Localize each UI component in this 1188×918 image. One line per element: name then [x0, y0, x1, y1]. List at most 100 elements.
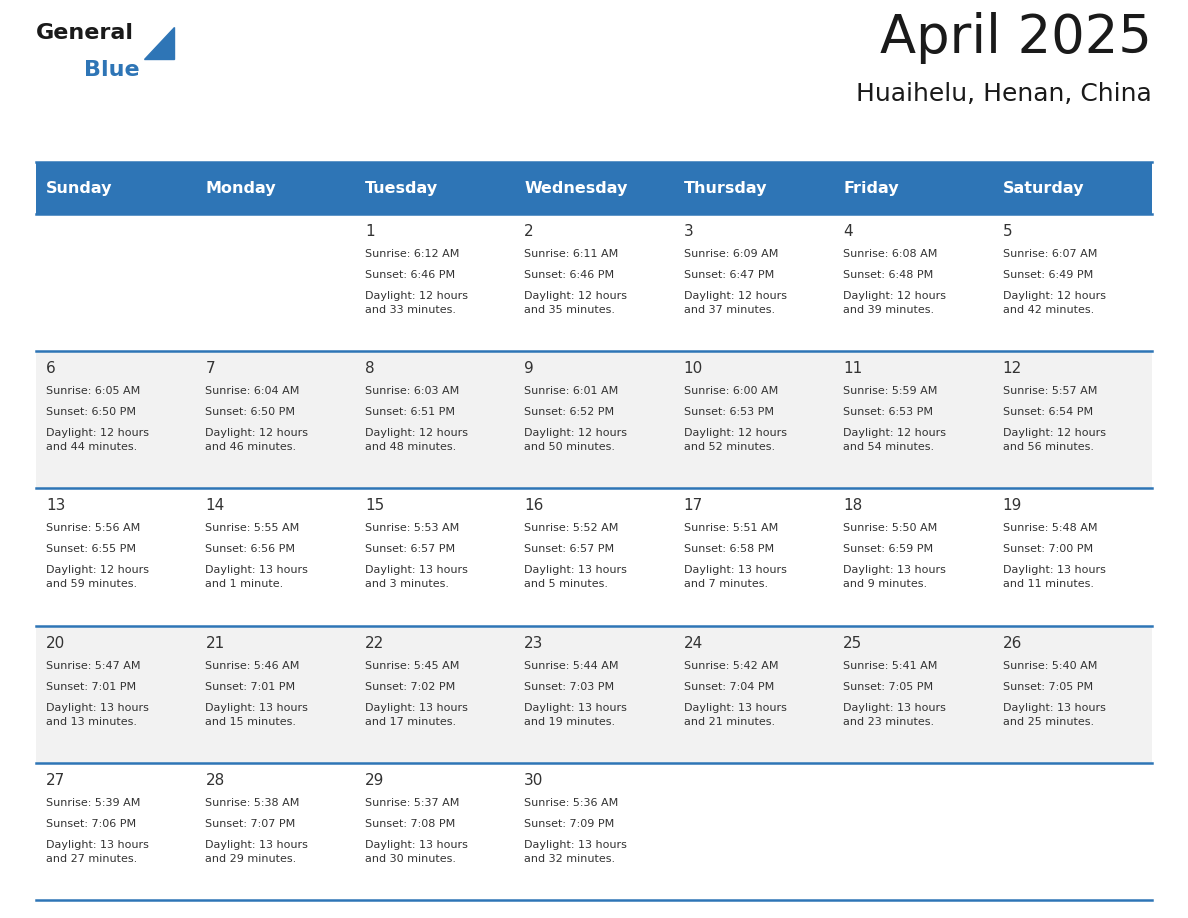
- Text: Daylight: 12 hours
and 35 minutes.: Daylight: 12 hours and 35 minutes.: [524, 291, 627, 315]
- Text: Sunset: 6:47 PM: Sunset: 6:47 PM: [684, 270, 773, 280]
- Text: Daylight: 13 hours
and 32 minutes.: Daylight: 13 hours and 32 minutes.: [524, 840, 627, 864]
- Text: Daylight: 13 hours
and 3 minutes.: Daylight: 13 hours and 3 minutes.: [365, 565, 468, 589]
- Text: Daylight: 13 hours
and 1 minute.: Daylight: 13 hours and 1 minute.: [206, 565, 309, 589]
- Text: Daylight: 12 hours
and 33 minutes.: Daylight: 12 hours and 33 minutes.: [365, 291, 468, 315]
- Text: Daylight: 13 hours
and 13 minutes.: Daylight: 13 hours and 13 minutes.: [46, 702, 148, 727]
- Text: Daylight: 13 hours
and 23 minutes.: Daylight: 13 hours and 23 minutes.: [843, 702, 946, 727]
- Text: Sunset: 7:02 PM: Sunset: 7:02 PM: [365, 681, 455, 691]
- Text: Daylight: 13 hours
and 29 minutes.: Daylight: 13 hours and 29 minutes.: [206, 840, 309, 864]
- Text: Sunset: 7:07 PM: Sunset: 7:07 PM: [206, 819, 296, 829]
- Text: 11: 11: [843, 361, 862, 376]
- Text: Sunrise: 6:08 AM: Sunrise: 6:08 AM: [843, 249, 937, 259]
- Text: Daylight: 12 hours
and 59 minutes.: Daylight: 12 hours and 59 minutes.: [46, 565, 148, 589]
- Text: Sunrise: 6:01 AM: Sunrise: 6:01 AM: [524, 386, 619, 397]
- Text: 8: 8: [365, 361, 374, 376]
- Text: Sunrise: 5:36 AM: Sunrise: 5:36 AM: [524, 798, 619, 808]
- Text: 24: 24: [684, 635, 703, 651]
- Text: Sunrise: 5:44 AM: Sunrise: 5:44 AM: [524, 661, 619, 671]
- Text: 5: 5: [1003, 224, 1012, 239]
- Text: Sunset: 6:57 PM: Sunset: 6:57 PM: [524, 544, 614, 554]
- Bar: [36, 162, 1152, 214]
- Bar: [36, 214, 1152, 352]
- Text: 27: 27: [46, 773, 65, 788]
- Text: Sunset: 6:54 PM: Sunset: 6:54 PM: [1003, 408, 1093, 417]
- Text: Friday: Friday: [843, 181, 899, 196]
- Text: Wednesday: Wednesday: [524, 181, 627, 196]
- Text: Sunrise: 5:45 AM: Sunrise: 5:45 AM: [365, 661, 460, 671]
- Text: Sunrise: 5:48 AM: Sunrise: 5:48 AM: [1003, 523, 1097, 533]
- Polygon shape: [144, 27, 173, 59]
- Text: Sunset: 7:04 PM: Sunset: 7:04 PM: [684, 681, 773, 691]
- Text: Sunset: 6:55 PM: Sunset: 6:55 PM: [46, 544, 135, 554]
- Text: Sunrise: 6:03 AM: Sunrise: 6:03 AM: [365, 386, 459, 397]
- Text: Daylight: 12 hours
and 37 minutes.: Daylight: 12 hours and 37 minutes.: [684, 291, 786, 315]
- Text: Sunset: 7:09 PM: Sunset: 7:09 PM: [524, 819, 614, 829]
- Text: Sunrise: 6:05 AM: Sunrise: 6:05 AM: [46, 386, 140, 397]
- Text: Daylight: 13 hours
and 30 minutes.: Daylight: 13 hours and 30 minutes.: [365, 840, 468, 864]
- Text: Sunset: 6:52 PM: Sunset: 6:52 PM: [524, 408, 614, 417]
- Text: Daylight: 13 hours
and 17 minutes.: Daylight: 13 hours and 17 minutes.: [365, 702, 468, 727]
- Text: Sunrise: 5:39 AM: Sunrise: 5:39 AM: [46, 798, 140, 808]
- Text: Sunday: Sunday: [46, 181, 113, 196]
- Text: Sunrise: 5:51 AM: Sunrise: 5:51 AM: [684, 523, 778, 533]
- Text: Sunrise: 6:09 AM: Sunrise: 6:09 AM: [684, 249, 778, 259]
- Text: Sunrise: 5:56 AM: Sunrise: 5:56 AM: [46, 523, 140, 533]
- Text: Sunrise: 5:42 AM: Sunrise: 5:42 AM: [684, 661, 778, 671]
- Text: 6: 6: [46, 361, 56, 376]
- Text: Daylight: 12 hours
and 42 minutes.: Daylight: 12 hours and 42 minutes.: [1003, 291, 1106, 315]
- Text: Daylight: 13 hours
and 5 minutes.: Daylight: 13 hours and 5 minutes.: [524, 565, 627, 589]
- Text: Sunrise: 5:57 AM: Sunrise: 5:57 AM: [1003, 386, 1097, 397]
- Text: 22: 22: [365, 635, 384, 651]
- Text: Sunset: 6:50 PM: Sunset: 6:50 PM: [206, 408, 296, 417]
- Text: Sunset: 7:08 PM: Sunset: 7:08 PM: [365, 819, 455, 829]
- Text: April 2025: April 2025: [880, 12, 1152, 64]
- Text: Daylight: 13 hours
and 25 minutes.: Daylight: 13 hours and 25 minutes.: [1003, 702, 1106, 727]
- Text: 26: 26: [1003, 635, 1022, 651]
- Text: Daylight: 12 hours
and 46 minutes.: Daylight: 12 hours and 46 minutes.: [206, 428, 309, 453]
- Text: 25: 25: [843, 635, 862, 651]
- Text: Sunrise: 5:47 AM: Sunrise: 5:47 AM: [46, 661, 140, 671]
- Text: 4: 4: [843, 224, 853, 239]
- Text: Daylight: 12 hours
and 44 minutes.: Daylight: 12 hours and 44 minutes.: [46, 428, 148, 453]
- Text: Sunset: 6:53 PM: Sunset: 6:53 PM: [843, 408, 933, 417]
- Text: Sunrise: 5:38 AM: Sunrise: 5:38 AM: [206, 798, 299, 808]
- Text: 30: 30: [524, 773, 544, 788]
- Text: Tuesday: Tuesday: [365, 181, 438, 196]
- Text: Sunset: 6:46 PM: Sunset: 6:46 PM: [524, 270, 614, 280]
- Text: Sunset: 6:53 PM: Sunset: 6:53 PM: [684, 408, 773, 417]
- Text: 20: 20: [46, 635, 65, 651]
- Text: Daylight: 13 hours
and 7 minutes.: Daylight: 13 hours and 7 minutes.: [684, 565, 786, 589]
- Text: 7: 7: [206, 361, 215, 376]
- Text: Sunset: 7:01 PM: Sunset: 7:01 PM: [206, 681, 296, 691]
- Text: Saturday: Saturday: [1003, 181, 1085, 196]
- Text: Sunset: 7:05 PM: Sunset: 7:05 PM: [843, 681, 934, 691]
- Text: 29: 29: [365, 773, 384, 788]
- Text: 28: 28: [206, 773, 225, 788]
- Text: 12: 12: [1003, 361, 1022, 376]
- Text: Sunrise: 5:40 AM: Sunrise: 5:40 AM: [1003, 661, 1097, 671]
- Text: 16: 16: [524, 498, 544, 513]
- Text: Sunset: 6:46 PM: Sunset: 6:46 PM: [365, 270, 455, 280]
- Text: Sunset: 6:57 PM: Sunset: 6:57 PM: [365, 544, 455, 554]
- Text: Daylight: 12 hours
and 39 minutes.: Daylight: 12 hours and 39 minutes.: [843, 291, 946, 315]
- Text: General: General: [36, 23, 134, 43]
- Text: 23: 23: [524, 635, 544, 651]
- Text: 17: 17: [684, 498, 703, 513]
- Text: Monday: Monday: [206, 181, 276, 196]
- Text: Sunset: 6:58 PM: Sunset: 6:58 PM: [684, 544, 773, 554]
- Text: Daylight: 13 hours
and 19 minutes.: Daylight: 13 hours and 19 minutes.: [524, 702, 627, 727]
- Text: Sunrise: 6:00 AM: Sunrise: 6:00 AM: [684, 386, 778, 397]
- Text: Daylight: 12 hours
and 56 minutes.: Daylight: 12 hours and 56 minutes.: [1003, 428, 1106, 453]
- Text: Sunset: 7:00 PM: Sunset: 7:00 PM: [1003, 544, 1093, 554]
- Text: 10: 10: [684, 361, 703, 376]
- Text: Sunset: 7:01 PM: Sunset: 7:01 PM: [46, 681, 137, 691]
- Text: Blue: Blue: [84, 60, 140, 80]
- Text: 1: 1: [365, 224, 374, 239]
- Text: 15: 15: [365, 498, 384, 513]
- Bar: [36, 763, 1152, 900]
- Text: Sunrise: 5:53 AM: Sunrise: 5:53 AM: [365, 523, 459, 533]
- Text: Sunset: 6:51 PM: Sunset: 6:51 PM: [365, 408, 455, 417]
- Text: 3: 3: [684, 224, 694, 239]
- Text: 2: 2: [524, 224, 533, 239]
- Text: Sunrise: 5:52 AM: Sunrise: 5:52 AM: [524, 523, 619, 533]
